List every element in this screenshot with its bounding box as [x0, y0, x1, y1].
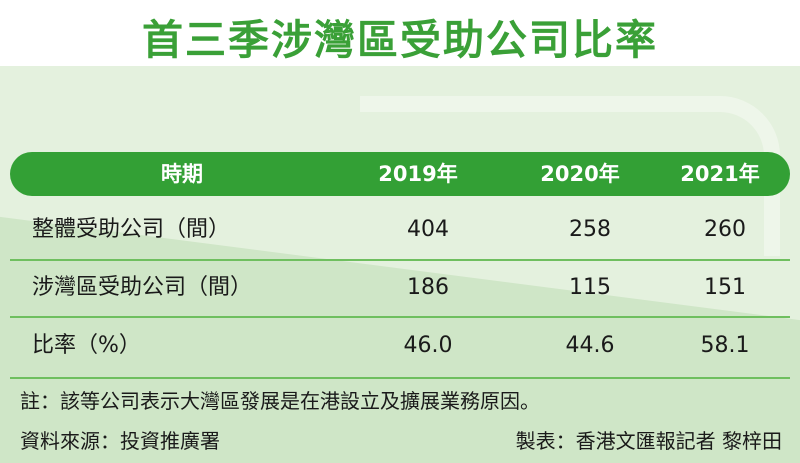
- row-divider: [10, 316, 790, 318]
- cell-2021: 58.1: [700, 333, 750, 358]
- cell-2021: 151: [704, 275, 746, 300]
- row-label: 涉灣區受助公司（間）: [32, 275, 253, 300]
- data-source: 資料來源：投資推廣署: [20, 429, 220, 453]
- footnote: 註：該等公司表示大灣區發展是在港設立及擴展業務原因。: [20, 389, 540, 413]
- row-label: 比率（%）: [32, 333, 141, 358]
- cell-2020: 258: [569, 217, 611, 242]
- table-row: 整體受助公司（間） 404 258 260: [10, 202, 790, 258]
- page-title: 首三季涉灣區受助公司比率: [142, 16, 658, 64]
- cell-2019: 404: [407, 217, 449, 242]
- table-header: 時期 2019年 2020年 2021年: [10, 152, 790, 196]
- row-label: 整體受助公司（間）: [32, 217, 231, 242]
- cell-2019: 46.0: [403, 333, 453, 358]
- header-2021: 2021年: [680, 162, 760, 186]
- table-credit: 製表：香港文匯報記者 黎梓田: [515, 429, 782, 453]
- cell-2021: 260: [704, 217, 746, 242]
- header-2020: 2020年: [540, 162, 620, 186]
- row-divider: [10, 377, 790, 379]
- cell-2019: 186: [407, 275, 449, 300]
- table-row: 比率（%） 46.0 44.6 58.1: [10, 318, 790, 374]
- row-divider: [10, 259, 790, 261]
- header-2019: 2019年: [378, 162, 458, 186]
- cell-2020: 44.6: [565, 333, 615, 358]
- table-row: 涉灣區受助公司（間） 186 115 151: [10, 260, 790, 316]
- cell-2020: 115: [569, 275, 611, 300]
- header-period: 時期: [161, 162, 203, 186]
